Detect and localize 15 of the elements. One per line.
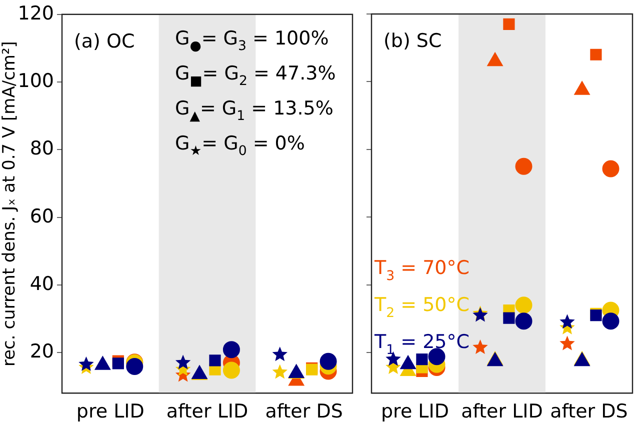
y-tick-label: 80 [30,138,54,160]
x-tick-label: after LID [461,400,543,423]
y-tick-label: 20 [30,340,54,363]
y-tick-label: 40 [30,272,54,295]
x-tick-label: after DS [265,400,343,423]
x-tick-label: pre LID [76,400,144,423]
y-axis-title: rec. current dens. Jₓ at 0.7 V [mA/cm²] [0,41,20,367]
annotation: (b) SC [384,30,442,52]
x-tick-label: pre LID [380,400,450,423]
y-tick-label: 60 [30,205,54,228]
x-tick-label: after DS [550,400,628,423]
annotation: (a) OC [74,30,135,52]
y-tick-label: 100 [18,70,54,92]
x-tick-label: after LID [166,400,248,423]
y-tick-label: 120 [18,2,54,24]
